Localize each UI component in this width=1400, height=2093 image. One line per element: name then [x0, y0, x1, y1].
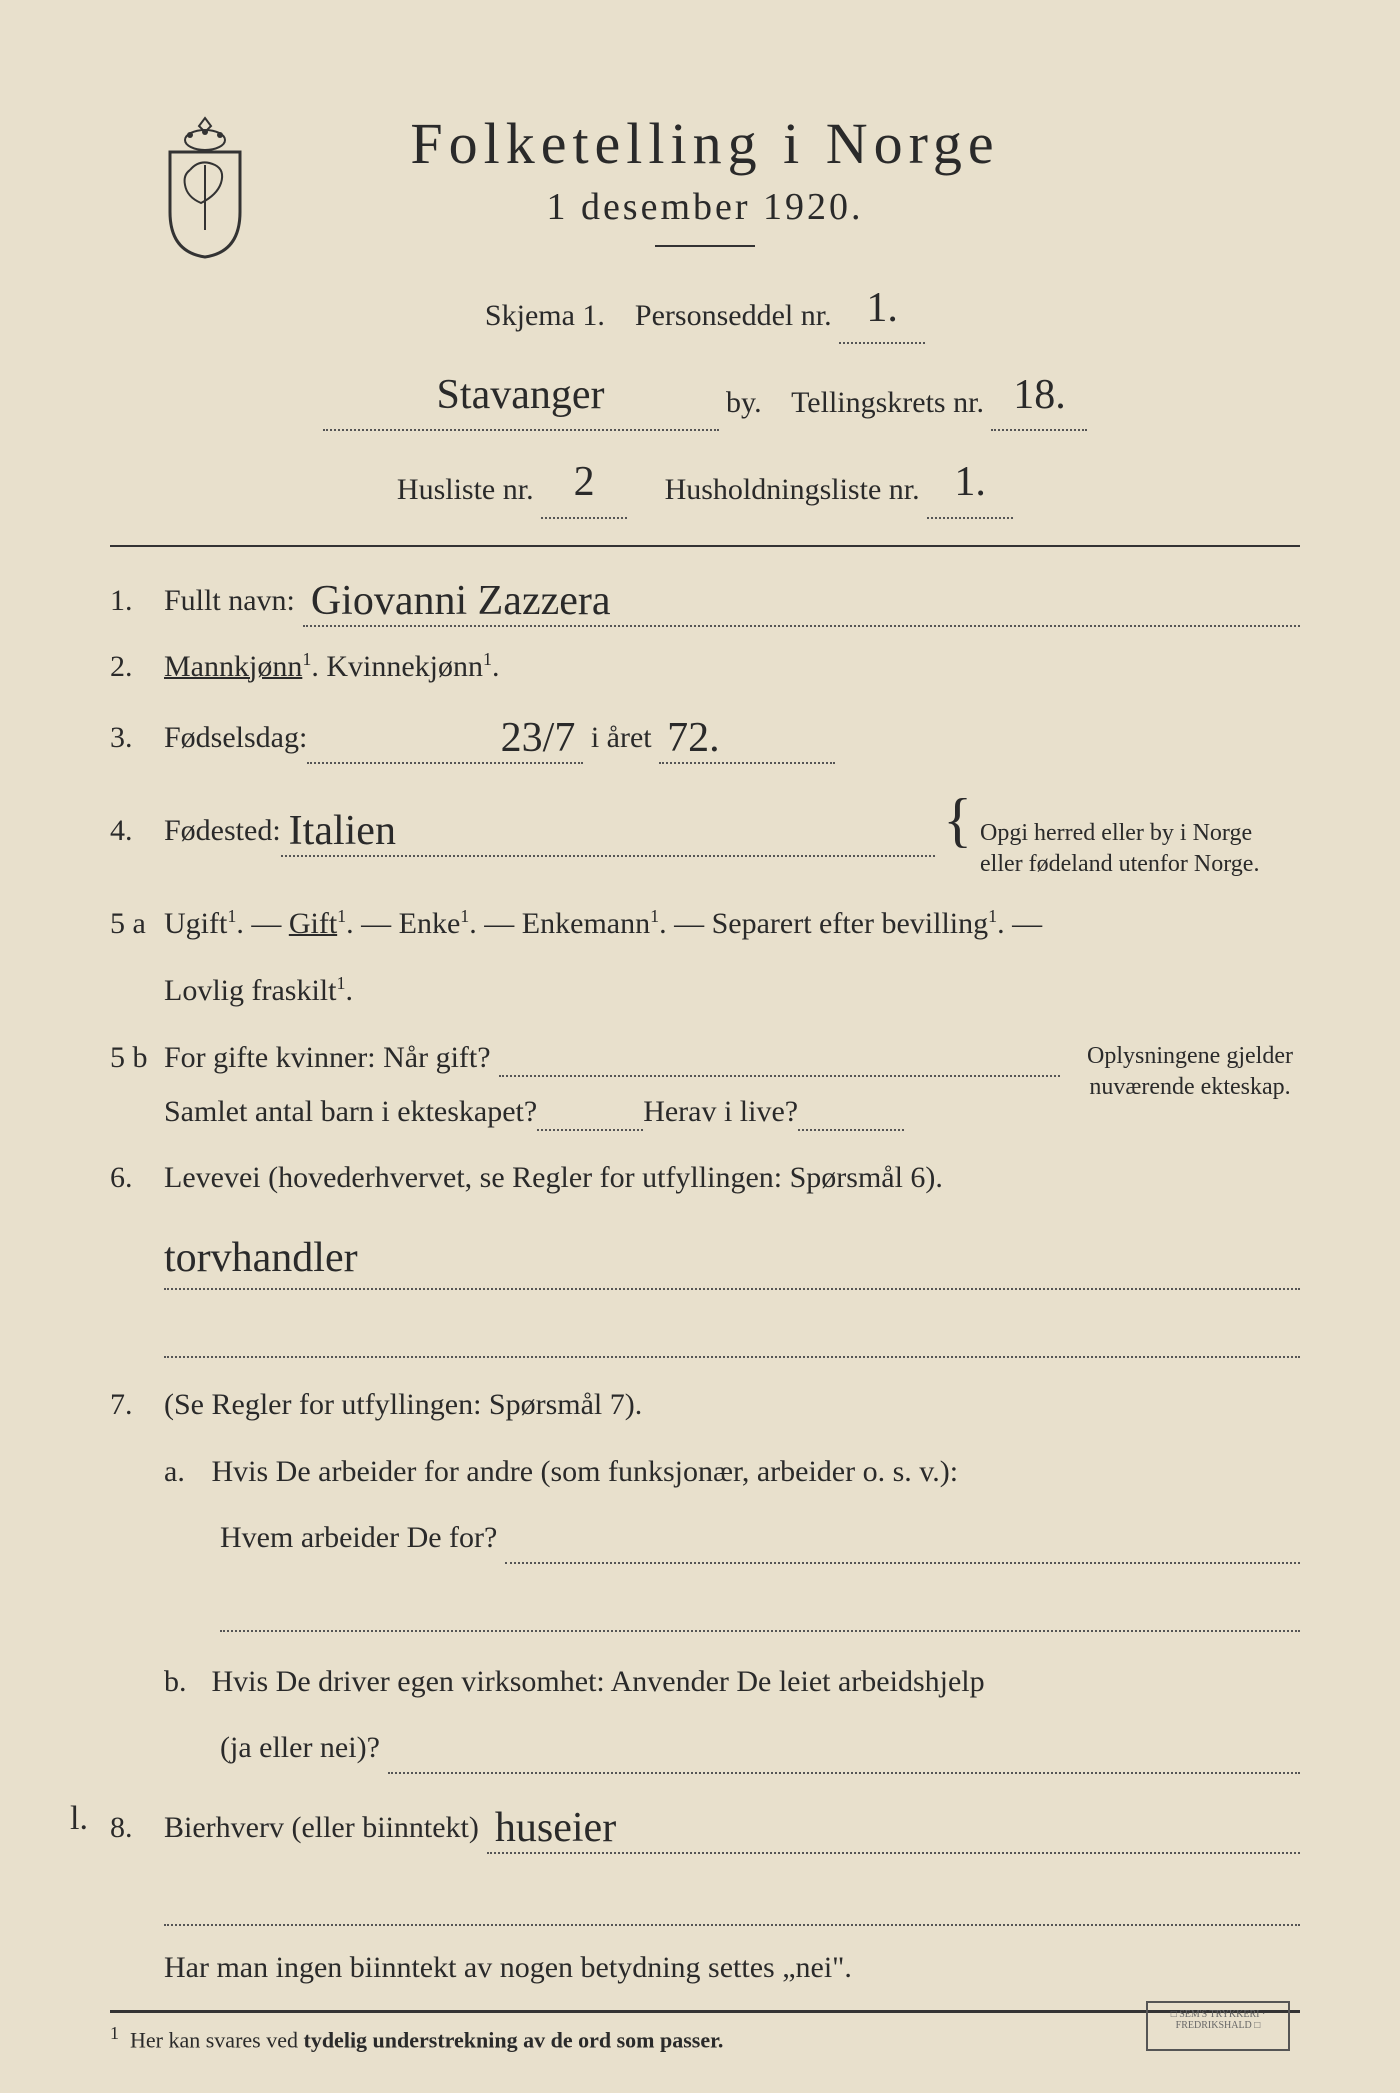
tellingskrets-label: Tellingskrets nr.: [791, 386, 984, 419]
q7a-line2: Hvem arbeider De for?: [220, 1514, 1300, 1564]
q7a-line1: a. Hvis De arbeider for andre (som funks…: [164, 1448, 1300, 1496]
q4-label: Fødested:: [164, 814, 281, 848]
q6-blank: [164, 1308, 1300, 1358]
q6-value-line: torvhandler: [164, 1221, 1300, 1290]
tellingskrets-value: 18.: [991, 362, 1087, 431]
brace-icon: {: [943, 786, 972, 855]
q7b-text2: (ja eller nei)?: [220, 1724, 380, 1774]
q6-label: Levevei (hovederhvervet, se Regler for u…: [164, 1161, 943, 1195]
q3-label: Fødselsdag:: [164, 721, 307, 755]
q8-value: huseier: [487, 1804, 1300, 1854]
q6-value: torvhandler: [164, 1235, 358, 1281]
q5a-cont: Lovlig fraskilt1.: [164, 967, 1300, 1015]
q5b-body: For gifte kvinner: Når gift? Samlet anta…: [164, 1041, 1060, 1131]
page-title: Folketelling i Norge: [110, 110, 1300, 177]
q8-label: Bierhverv (eller biinntekt): [164, 1811, 479, 1845]
q5a-num: 5 a: [110, 907, 164, 941]
printer-stamp: □ SEM'S TRYKKERI · FREDRIKSHALD □: [1146, 2001, 1290, 2051]
q2-opt-kvinne: Kvinnekjønn1.: [326, 649, 499, 684]
skjema-line: Skjema 1. Personseddel nr. 1.: [110, 271, 1300, 340]
q7b-num: b.: [164, 1658, 204, 1706]
q3-mid: i året: [591, 721, 652, 755]
husliste-label: Husliste nr.: [397, 474, 534, 507]
census-page: Folketelling i Norge 1 desember 1920. Sk…: [0, 0, 1400, 2093]
title-rule: [655, 245, 755, 247]
q1-row: 1. Fullt navn: Giovanni Zazzera: [110, 573, 1300, 623]
q5b-live-blank: [798, 1095, 904, 1131]
husholdnings-value: 1.: [927, 449, 1013, 518]
coat-of-arms-icon: [150, 110, 260, 260]
q7a-blank: [505, 1514, 1300, 1564]
q7-num: 7.: [110, 1388, 164, 1422]
q7b-line2: (ja eller nei)?: [220, 1724, 1300, 1774]
by-line: Stavanger by. Tellingskrets nr. 18.: [110, 358, 1300, 427]
q7b-text1: Hvis De driver egen virksomhet: Anvender…: [212, 1665, 985, 1698]
by-label: by.: [726, 386, 762, 419]
q8-margin-note: l.: [70, 1800, 88, 1838]
header-divider: [110, 545, 1300, 547]
q8-blank: [164, 1876, 1300, 1926]
personseddel-label: Personseddel nr.: [635, 299, 832, 332]
q1-num: 1.: [110, 584, 164, 618]
q1-label: Fullt navn:: [164, 584, 295, 618]
husliste-value: 2: [541, 449, 627, 518]
q5b-row: 5 b For gifte kvinner: Når gift? Samlet …: [110, 1041, 1300, 1131]
q6-row: 6. Levevei (hovederhvervet, se Regler fo…: [110, 1161, 1300, 1195]
q8-note: Har man ingen biinntekt av nogen betydni…: [164, 1944, 1300, 1992]
header: Folketelling i Norge 1 desember 1920. Sk…: [110, 110, 1300, 515]
q7a-num: a.: [164, 1448, 204, 1496]
q5b-label1: For gifte kvinner: Når gift?: [164, 1041, 491, 1075]
q2-row: 2. Mannkjønn1. Kvinnekjønn1.: [110, 649, 1300, 684]
q5b-label3: Herav i live?: [643, 1095, 798, 1129]
q2-num: 2.: [110, 650, 164, 684]
q7b-blank: [388, 1724, 1300, 1774]
q6-num: 6.: [110, 1161, 164, 1195]
q3-num: 3.: [110, 721, 164, 755]
q1-value: Giovanni Zazzera: [303, 577, 1300, 627]
q7a-text2: Hvem arbeider De for?: [220, 1514, 497, 1564]
footnote: 1 Her kan svares ved tydelig understrekn…: [110, 2010, 1300, 2053]
q7a-text1: Hvis De arbeider for andre (som funksjon…: [212, 1455, 959, 1488]
q5a-opts: Ugift1. — Gift1. — Enke1. — Enkemann1. —…: [164, 906, 1042, 941]
q4-sidenote: Opgi herred eller by i Norgeeller fødela…: [980, 818, 1300, 880]
husliste-line: Husliste nr. 2 Husholdningsliste nr. 1.: [110, 445, 1300, 514]
q4-num: 4.: [110, 814, 164, 848]
q3-year: 72.: [659, 714, 835, 764]
q4-value: Italien: [281, 807, 936, 857]
q7-label: (Se Regler for utfyllingen: Spørsmål 7).: [164, 1388, 642, 1422]
q7-row: 7. (Se Regler for utfyllingen: Spørsmål …: [110, 1388, 1300, 1422]
personseddel-value: 1.: [839, 275, 925, 344]
q5b-sidenote: Oplysningene gjelder nuværende ekteskap.: [1080, 1041, 1300, 1103]
husholdnings-label: Husholdningsliste nr.: [665, 474, 920, 507]
q4-row: 4. Fødested: Italien { Opgi herred eller…: [110, 786, 1300, 880]
q8-num: 8.: [110, 1811, 164, 1845]
skjema-label: Skjema 1.: [485, 299, 605, 332]
q5b-label2: Samlet antal barn i ekteskapet?: [164, 1095, 537, 1129]
q3-day: 23/7: [307, 714, 583, 764]
q2-opt-mann: Mannkjønn1.: [164, 649, 319, 684]
q5b-gift-blank: [499, 1041, 1060, 1077]
q7a-blank2: [220, 1582, 1300, 1632]
q3-row: 3. Fødselsdag: 23/7 i året 72.: [110, 710, 1300, 760]
q7b-line1: b. Hvis De driver egen virksomhet: Anven…: [164, 1658, 1300, 1706]
q5b-barn-blank: [537, 1095, 643, 1131]
q5a-row: 5 a Ugift1. — Gift1. — Enke1. — Enkemann…: [110, 906, 1300, 941]
page-subtitle: 1 desember 1920.: [110, 185, 1300, 229]
q8-row: l. 8. Bierhverv (eller biinntekt) huseie…: [110, 1800, 1300, 1850]
by-value: Stavanger: [323, 362, 719, 431]
q5b-num: 5 b: [110, 1041, 164, 1075]
